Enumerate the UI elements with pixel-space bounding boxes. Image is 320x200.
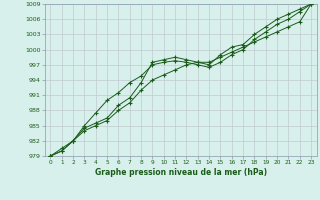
X-axis label: Graphe pression niveau de la mer (hPa): Graphe pression niveau de la mer (hPa) [95, 168, 267, 177]
